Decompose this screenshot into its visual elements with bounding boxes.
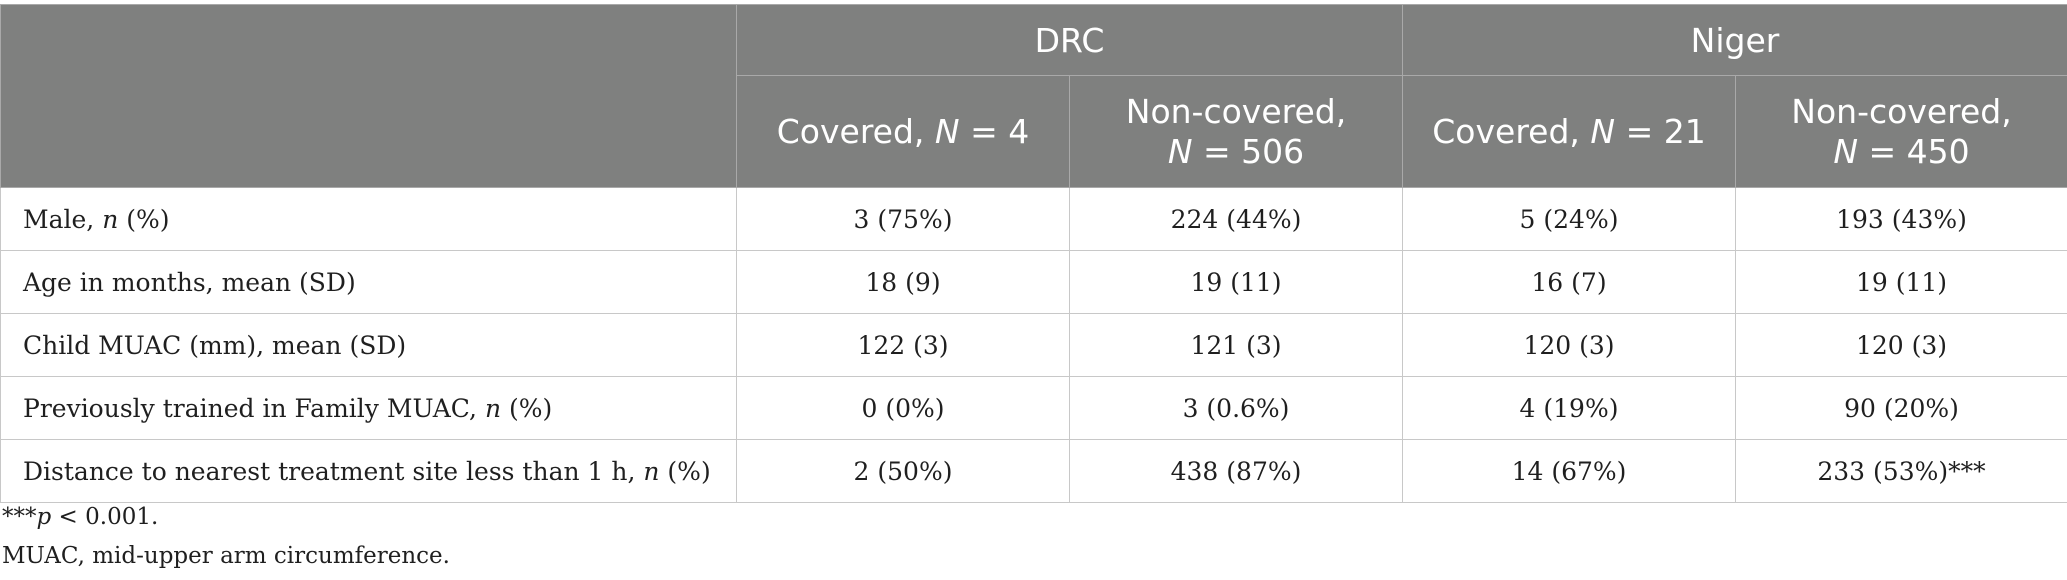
table-row: Male, n (%) 3 (75%) 224 (44%) 5 (24%) 19… (0, 187, 2067, 251)
group-header-niger: Niger (1401, 4, 2067, 76)
table-cell: 121 (3) (1069, 313, 1403, 377)
table-row: Distance to nearest treatment site less … (0, 439, 2067, 503)
group-header-row: DRC Niger (0, 4, 2067, 188)
significance-footnote: ***p < 0.001. (2, 504, 159, 530)
row-label: Child MUAC (mm), mean (SD) (0, 313, 737, 377)
row-label: Previously trained in Family MUAC, n (%) (0, 376, 737, 440)
table-footnotes: ***p < 0.001. MUAC, mid-upper arm circum… (2, 498, 450, 576)
row-label: Male, n (%) (0, 187, 737, 251)
table-cell: 18 (9) (736, 250, 1070, 314)
data-table: DRC Niger Covered, N = 4 Non-covered, N =… (0, 4, 2067, 503)
subheader-drc-noncovered: Non-covered, N = 506 (1069, 75, 1403, 188)
table-cell: 120 (3) (1402, 313, 1736, 377)
table-cell: 122 (3) (736, 313, 1070, 377)
table-cell: 438 (87%) (1069, 439, 1403, 503)
row-label: Distance to nearest treatment site less … (0, 439, 737, 503)
sub-header-row: Covered, N = 4 Non-covered, N = 506 Cover… (1, 75, 2067, 188)
table-cell: 19 (11) (1069, 250, 1403, 314)
table-cell: 19 (11) (1734, 250, 2067, 314)
table-cell: 120 (3) (1734, 313, 2067, 377)
table-cell: 3 (0.6%) (1069, 376, 1403, 440)
table-cell: 90 (20%) (1734, 376, 2067, 440)
table-cell: 5 (24%) (1402, 187, 1736, 251)
table-cell: 193 (43%) (1734, 187, 2067, 251)
table-cell: 16 (7) (1402, 250, 1736, 314)
table-cell: 3 (75%) (736, 187, 1070, 251)
table-cell: 233 (53%)*** (1734, 439, 2067, 503)
table-row: Age in months, mean (SD) 18 (9) 19 (11) … (0, 250, 2067, 314)
row-label: Age in months, mean (SD) (0, 250, 737, 314)
table-cell: 224 (44%) (1069, 187, 1403, 251)
table-cell: 0 (0%) (736, 376, 1070, 440)
abbreviation-footnote: MUAC, mid-upper arm circumference. (2, 543, 450, 569)
group-header-drc: DRC (736, 4, 1403, 76)
subheader-drc-covered: Covered, N = 4 (736, 75, 1070, 188)
table-cell: 14 (67%) (1402, 439, 1736, 503)
table-cell: 4 (19%) (1402, 376, 1736, 440)
subheader-niger-covered: Covered, N = 21 (1402, 75, 1736, 188)
table-cell: 2 (50%) (736, 439, 1070, 503)
table-row: Previously trained in Family MUAC, n (%)… (0, 376, 2067, 440)
table-row: Child MUAC (mm), mean (SD) 122 (3) 121 (… (0, 313, 2067, 377)
corner-cell (0, 4, 737, 188)
subheader-niger-noncovered: Non-covered, N = 450 (1734, 75, 2067, 188)
